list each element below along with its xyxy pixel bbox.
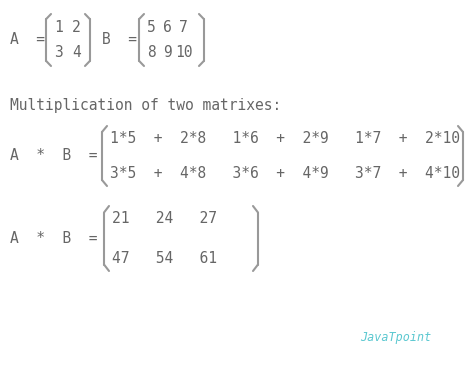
- Text: A  *  B  =: A * B =: [10, 231, 98, 246]
- Text: 4: 4: [72, 45, 81, 60]
- Text: A  *  B  =: A * B =: [10, 149, 98, 164]
- Text: 3: 3: [54, 45, 63, 60]
- Text: JavaTpoint: JavaTpoint: [360, 331, 431, 344]
- Text: 8: 8: [147, 45, 156, 60]
- Text: Multiplication of two matrixes:: Multiplication of two matrixes:: [10, 98, 281, 113]
- Text: 10: 10: [175, 45, 192, 60]
- Text: 21   24   27: 21 24 27: [112, 211, 217, 226]
- Text: 7: 7: [179, 20, 188, 35]
- Text: 9: 9: [163, 45, 172, 60]
- Text: 3*5  +  4*8   3*6  +  4*9   3*7  +  4*10: 3*5 + 4*8 3*6 + 4*9 3*7 + 4*10: [110, 166, 460, 181]
- Text: 47   54   61: 47 54 61: [112, 251, 217, 266]
- Text: 2: 2: [72, 20, 81, 35]
- Text: 1: 1: [54, 20, 63, 35]
- Text: 1*5  +  2*8   1*6  +  2*9   1*7  +  2*10: 1*5 + 2*8 1*6 + 2*9 1*7 + 2*10: [110, 131, 460, 146]
- Text: 6: 6: [163, 20, 172, 35]
- Text: B  =: B =: [102, 33, 137, 48]
- Text: A  =: A =: [10, 33, 45, 48]
- Text: 5: 5: [147, 20, 156, 35]
